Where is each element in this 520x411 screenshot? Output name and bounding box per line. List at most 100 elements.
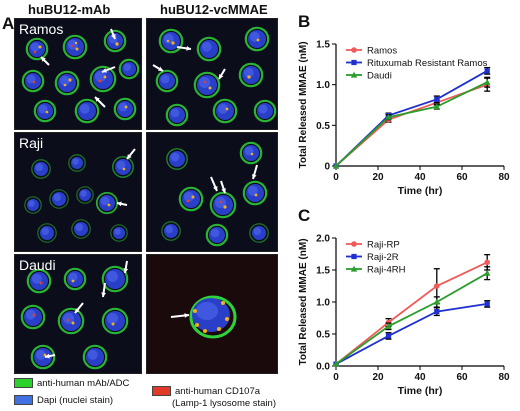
data-point (484, 301, 490, 307)
arrow-marker (116, 201, 128, 207)
x-axis-label: Time (hr) (398, 185, 443, 197)
chart-b: 0 20 40 60 80 0 0.5 1.0 1.5 Time (hr) Total Releas… (280, 30, 516, 200)
cell (112, 156, 134, 178)
arrow-marker (123, 260, 129, 274)
data-point (434, 96, 440, 102)
legend-swatch (152, 386, 171, 397)
cell (110, 224, 128, 242)
micrograph-image (20, 260, 129, 370)
cell (205, 223, 229, 247)
legend-item: Raji-2R (346, 252, 399, 263)
cell (113, 97, 137, 121)
arrow-marker (44, 353, 56, 359)
micrograph-daudi-mab: Daudi (14, 254, 142, 374)
data-point (484, 68, 490, 74)
cell (57, 307, 85, 335)
cell (24, 196, 42, 214)
cell (71, 219, 91, 239)
row-label-raji: Raji (19, 135, 44, 151)
series-daudi (332, 76, 491, 169)
cell (249, 223, 269, 243)
legend-item: Rituxumab Resistant Ramos (346, 58, 488, 69)
series-raji-4rh (332, 266, 491, 367)
micrograph-raji-adc (146, 132, 278, 252)
cell (155, 69, 179, 93)
y-tick-label: 0.5 (316, 330, 330, 341)
data-point (433, 103, 440, 110)
panel-b-letter: B (298, 12, 311, 31)
y-tick-label: 0.0 (316, 362, 330, 373)
series-raji-2r (333, 300, 491, 367)
legend-label: Ramos (367, 46, 397, 57)
arrow-marker (110, 28, 116, 40)
series-line (335, 83, 488, 167)
series-line (335, 272, 488, 365)
x-tick-label: 60 (456, 372, 468, 383)
series-rituxumab-resistant-ramos (333, 66, 491, 169)
x-tick-label: 60 (456, 172, 468, 183)
arrow-marker (74, 302, 84, 314)
y-tick-label: 1.5 (316, 266, 330, 277)
cell (76, 186, 94, 204)
arrow-marker (126, 148, 136, 160)
x-axis-label: Time (hr) (398, 385, 443, 397)
series-raji-rp (333, 253, 491, 367)
data-point (484, 78, 491, 85)
arrow-marker (94, 96, 106, 108)
legend-label: Rituxumab Resistant Ramos (367, 58, 488, 69)
cell (54, 70, 80, 96)
chart-c-svg: 0 20 40 60 80 0.0 0.5 1.0 1.5 2.0 Time (hr) Total R… (298, 234, 510, 398)
cell (193, 71, 221, 99)
cell (158, 28, 184, 54)
x-tick-label: 20 (372, 372, 384, 383)
data-point (434, 309, 440, 315)
cell (244, 26, 270, 52)
legend-label: anti-human mAb/ADC (37, 378, 130, 389)
cell (63, 267, 87, 291)
cell (31, 159, 51, 179)
cell (253, 99, 277, 123)
data-point (484, 269, 491, 276)
cell (74, 98, 100, 124)
cell (242, 180, 268, 206)
micrograph-raji-mab: Raji (14, 132, 142, 252)
cell (212, 98, 238, 124)
chart-b-svg: 0 20 40 60 80 0 0.5 1.0 1.5 Time (hr) Total Releas… (298, 40, 510, 198)
y-tick-label: 1.0 (316, 80, 330, 91)
column-title-mab: huBU12-mAb (28, 2, 111, 17)
arrow-marker (218, 68, 226, 80)
cell (238, 62, 264, 88)
cell (62, 34, 88, 60)
cell (161, 221, 181, 241)
y-axis-label: Total Released MMAE (nM) (298, 41, 309, 168)
legend-item-cd107a: anti-human CD107a (152, 386, 260, 397)
cell (196, 36, 222, 62)
x-tick-label: 40 (414, 172, 426, 183)
series-line (335, 70, 488, 167)
data-point (385, 113, 392, 120)
cell (166, 148, 188, 170)
micrograph-image (21, 28, 140, 124)
cell (21, 69, 45, 93)
cell (37, 223, 57, 243)
legend-item: Raji-4RH (346, 265, 406, 276)
cell (49, 189, 69, 209)
data-point (385, 333, 392, 339)
legend-label: Raji-2R (367, 252, 399, 263)
micrograph-image (152, 26, 277, 127)
legend-item-dapi: Dapi (nuclei stain) (14, 395, 113, 406)
chart-c: 0 20 40 60 80 0.0 0.5 1.0 1.5 2.0 Time (hr) Total R… (280, 224, 516, 404)
panel-c-letter: C (298, 206, 311, 225)
legend-swatch (14, 378, 33, 389)
legend-swatch (14, 395, 33, 406)
arrow-marker (152, 64, 164, 72)
cell (165, 103, 189, 127)
y-tick-label: 1.5 (316, 40, 330, 51)
cell (68, 154, 86, 172)
row-label-daudi: Daudi (19, 257, 56, 273)
x-tick-label: 40 (414, 372, 426, 383)
cell (189, 295, 237, 339)
row-label-ramos: Ramos (19, 21, 64, 37)
